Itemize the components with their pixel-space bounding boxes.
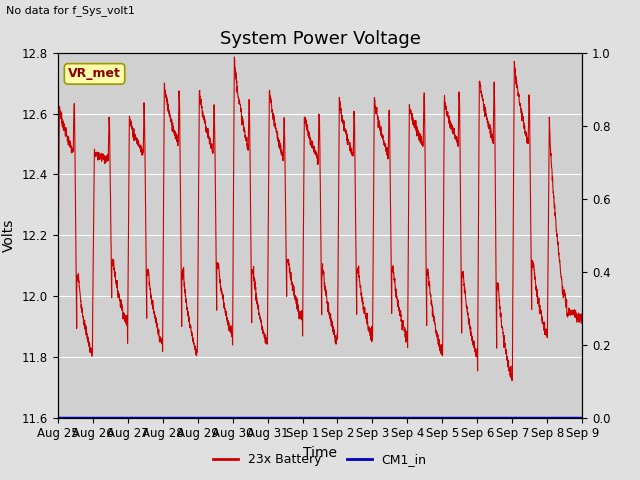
Legend: 23x Battery, CM1_in: 23x Battery, CM1_in xyxy=(208,448,432,471)
X-axis label: Time: Time xyxy=(303,446,337,460)
Y-axis label: Volts: Volts xyxy=(2,218,16,252)
Text: No data for f_Sys_volt1: No data for f_Sys_volt1 xyxy=(6,5,135,16)
Title: System Power Voltage: System Power Voltage xyxy=(220,30,420,48)
Text: VR_met: VR_met xyxy=(68,67,121,80)
